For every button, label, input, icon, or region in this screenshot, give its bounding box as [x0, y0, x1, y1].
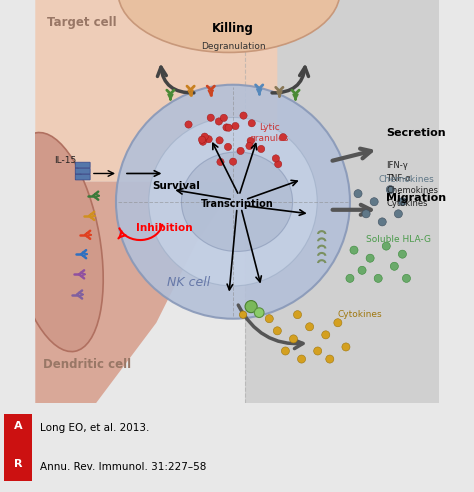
- Circle shape: [350, 246, 358, 254]
- FancyBboxPatch shape: [75, 162, 90, 168]
- Circle shape: [245, 301, 257, 313]
- Text: Annu. Rev. Immunol. 31:227–58: Annu. Rev. Immunol. 31:227–58: [40, 462, 207, 472]
- Text: Survival: Survival: [153, 182, 201, 191]
- Circle shape: [273, 327, 282, 335]
- Text: Transcription: Transcription: [201, 199, 273, 209]
- Circle shape: [246, 142, 253, 150]
- Circle shape: [272, 155, 280, 162]
- Circle shape: [334, 319, 342, 327]
- Circle shape: [224, 143, 232, 151]
- Text: Soluble HLA-G: Soluble HLA-G: [366, 235, 431, 244]
- Circle shape: [306, 323, 314, 331]
- Text: Degranulation: Degranulation: [201, 42, 265, 51]
- Circle shape: [342, 343, 350, 351]
- Circle shape: [326, 355, 334, 363]
- Polygon shape: [35, 0, 277, 182]
- Circle shape: [185, 121, 192, 128]
- Text: R: R: [14, 459, 22, 469]
- Circle shape: [314, 347, 322, 355]
- Ellipse shape: [8, 132, 103, 352]
- Circle shape: [290, 335, 298, 343]
- Circle shape: [298, 355, 306, 363]
- Text: Secretion: Secretion: [386, 128, 446, 138]
- Circle shape: [382, 242, 390, 250]
- Circle shape: [199, 136, 206, 143]
- Circle shape: [366, 254, 374, 262]
- Circle shape: [220, 114, 228, 122]
- Circle shape: [378, 218, 386, 226]
- Text: Cytokines: Cytokines: [338, 310, 383, 319]
- Circle shape: [282, 347, 290, 355]
- Text: Inhibition: Inhibition: [136, 223, 193, 233]
- Circle shape: [116, 85, 350, 319]
- Circle shape: [239, 311, 246, 318]
- Circle shape: [232, 123, 239, 130]
- Text: Lytic
granules: Lytic granules: [250, 123, 289, 143]
- Polygon shape: [245, 0, 439, 403]
- Circle shape: [398, 250, 406, 258]
- FancyBboxPatch shape: [75, 168, 90, 174]
- Text: Long EO, et al. 2013.: Long EO, et al. 2013.: [40, 423, 150, 433]
- Text: Target cell: Target cell: [47, 16, 117, 29]
- Circle shape: [240, 112, 247, 119]
- Circle shape: [247, 137, 255, 145]
- Circle shape: [229, 158, 237, 165]
- Text: Dendritic cell: Dendritic cell: [43, 358, 131, 371]
- Text: Killing: Killing: [212, 22, 254, 35]
- Circle shape: [280, 133, 287, 141]
- Circle shape: [394, 210, 402, 218]
- Circle shape: [207, 114, 214, 122]
- Polygon shape: [35, 182, 237, 403]
- FancyBboxPatch shape: [4, 414, 32, 481]
- Circle shape: [398, 198, 406, 206]
- Circle shape: [199, 138, 207, 145]
- Circle shape: [205, 136, 212, 143]
- Circle shape: [322, 331, 330, 339]
- Circle shape: [265, 315, 273, 323]
- Circle shape: [370, 198, 378, 206]
- Circle shape: [358, 266, 366, 275]
- Circle shape: [255, 308, 264, 317]
- Circle shape: [354, 189, 362, 198]
- Circle shape: [217, 158, 224, 166]
- Circle shape: [390, 262, 398, 270]
- Circle shape: [216, 137, 223, 144]
- Circle shape: [274, 160, 282, 168]
- Circle shape: [402, 275, 410, 282]
- Circle shape: [225, 124, 232, 131]
- Circle shape: [248, 120, 255, 127]
- Circle shape: [201, 133, 208, 140]
- Circle shape: [386, 185, 394, 194]
- Circle shape: [237, 147, 244, 154]
- Circle shape: [293, 310, 301, 319]
- Text: IFN-γ
TNF-α
Chemokines
Cytokines: IFN-γ TNF-α Chemokines Cytokines: [386, 161, 438, 208]
- FancyBboxPatch shape: [75, 174, 90, 180]
- Circle shape: [257, 145, 265, 153]
- Circle shape: [346, 275, 354, 282]
- Circle shape: [215, 118, 222, 125]
- Text: IL-15: IL-15: [55, 155, 77, 165]
- Ellipse shape: [182, 152, 292, 251]
- Circle shape: [149, 118, 317, 286]
- Text: NK cell: NK cell: [167, 276, 210, 289]
- Circle shape: [374, 275, 382, 282]
- Circle shape: [223, 124, 230, 131]
- Text: Migration: Migration: [386, 193, 447, 203]
- Circle shape: [362, 210, 370, 218]
- Ellipse shape: [118, 0, 340, 53]
- Text: Chemokines: Chemokines: [378, 175, 434, 184]
- Text: A: A: [14, 421, 22, 430]
